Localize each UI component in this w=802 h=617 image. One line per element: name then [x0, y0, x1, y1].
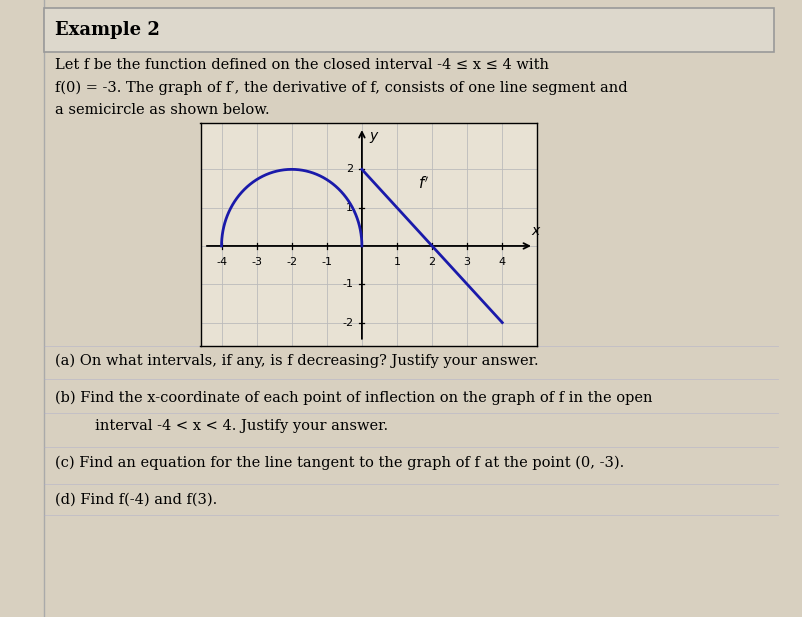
Text: 2: 2 — [346, 164, 353, 175]
Text: (b) Find the x-coordinate of each point of inflection on the graph of f in the o: (b) Find the x-coordinate of each point … — [55, 391, 652, 405]
Text: 1: 1 — [346, 202, 353, 213]
Text: Let f be the function defined on the closed interval -4 ≤ x ≤ 4 with: Let f be the function defined on the clo… — [55, 58, 549, 72]
Text: y: y — [369, 129, 377, 143]
Text: interval -4 < x < 4. Justify your answer.: interval -4 < x < 4. Justify your answer… — [72, 419, 388, 433]
Text: -1: -1 — [342, 280, 353, 289]
Text: 1: 1 — [394, 257, 400, 267]
Text: -2: -2 — [342, 318, 353, 328]
Text: (d) Find f(-4) and f(3).: (d) Find f(-4) and f(3). — [55, 493, 217, 507]
Text: -4: -4 — [216, 257, 227, 267]
Text: $f'$: $f'$ — [418, 175, 429, 191]
Text: (c) Find an equation for the line tangent to the graph of f at the point (0, -3): (c) Find an equation for the line tangen… — [55, 455, 624, 470]
Text: 4: 4 — [499, 257, 506, 267]
Text: -1: -1 — [322, 257, 332, 267]
Text: 2: 2 — [428, 257, 435, 267]
Text: f(0) = -3. The graph of f′, the derivative of f, consists of one line segment an: f(0) = -3. The graph of f′, the derivati… — [55, 80, 627, 95]
Text: 3: 3 — [464, 257, 471, 267]
Text: -3: -3 — [251, 257, 262, 267]
Text: Example 2: Example 2 — [55, 20, 160, 39]
Text: a semicircle as shown below.: a semicircle as shown below. — [55, 103, 269, 117]
Text: x: x — [532, 225, 540, 238]
Text: -2: -2 — [286, 257, 298, 267]
Text: (a) On what intervals, if any, is f decreasing? Justify your answer.: (a) On what intervals, if any, is f decr… — [55, 354, 538, 368]
Bar — [44, 8, 774, 52]
